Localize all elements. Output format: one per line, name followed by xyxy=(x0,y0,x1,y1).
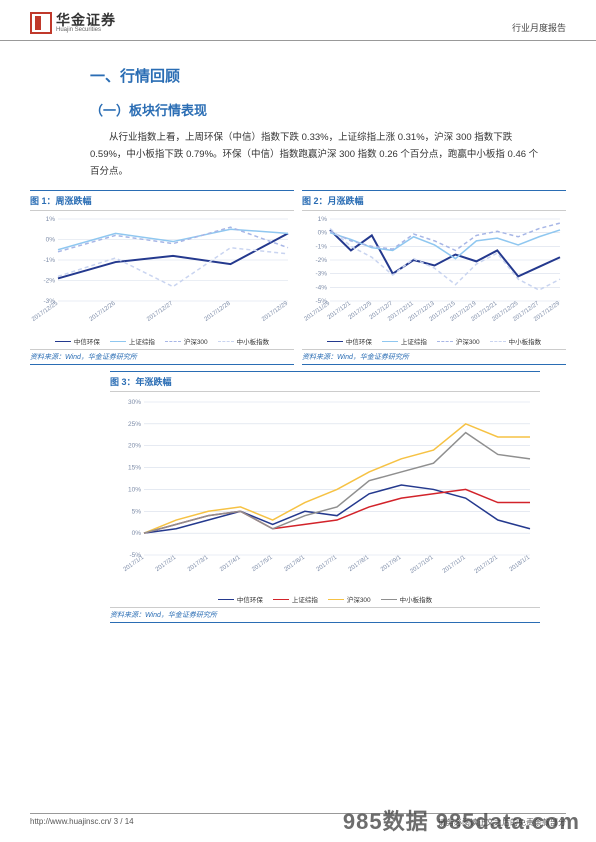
svg-text:0%: 0% xyxy=(132,530,142,537)
logo: 华金证券 Huajin Securities xyxy=(30,12,116,34)
svg-text:2017/11/1: 2017/11/1 xyxy=(442,555,467,575)
legend-item: 中小板指数 xyxy=(218,336,270,346)
legend-item: 中信环保 xyxy=(55,336,100,346)
svg-text:2017/12/1: 2017/12/1 xyxy=(474,555,500,576)
svg-text:2017/10/1: 2017/10/1 xyxy=(409,555,435,576)
legend-item: 中信环保 xyxy=(218,594,263,604)
logo-text-cn: 华金证券 xyxy=(56,13,116,27)
legend-item: 沪深300 xyxy=(437,336,480,346)
legend-item: 上证综指 xyxy=(110,336,155,346)
svg-text:0%: 0% xyxy=(46,237,56,244)
chart1-source: 资料来源：Wind，华金证券研究所 xyxy=(30,349,294,365)
chart2-svg: -5%-4%-3%-2%-1%0%1%2017/11/292017/12/120… xyxy=(302,213,566,331)
section-heading-1: 一、行情回顾 xyxy=(90,65,566,86)
svg-text:30%: 30% xyxy=(128,399,141,406)
chart2-source: 资料来源：Wind，华金证券研究所 xyxy=(302,349,566,365)
legend-item: 中小板指数 xyxy=(381,594,433,604)
chart2-title: 图 2：月涨跌幅 xyxy=(302,190,566,211)
chart2-legend: 中信环保上证综指沪深300 中小板指数 xyxy=(302,333,566,349)
svg-text:1%: 1% xyxy=(46,216,56,223)
svg-text:2017/5/1: 2017/5/1 xyxy=(251,555,274,574)
svg-text:2017/6/1: 2017/6/1 xyxy=(283,555,306,574)
svg-text:-2%: -2% xyxy=(315,257,327,264)
svg-text:2018/1/1: 2018/1/1 xyxy=(509,555,532,574)
legend-item: 沪深300 xyxy=(328,594,371,604)
watermark: 985数据 985data.com xyxy=(343,804,580,836)
svg-text:0%: 0% xyxy=(318,230,328,237)
svg-text:-1%: -1% xyxy=(315,244,327,251)
svg-text:2017/7/1: 2017/7/1 xyxy=(316,555,339,574)
body-paragraph: 从行业指数上看，上周环保（中信）指数下跌 0.33%，上证综指上涨 0.31%，… xyxy=(90,129,546,180)
svg-text:-3%: -3% xyxy=(315,271,327,278)
legend-item: 沪深300 xyxy=(165,336,208,346)
logo-icon xyxy=(30,12,52,34)
svg-text:2017/3/1: 2017/3/1 xyxy=(187,555,210,574)
header-report-type: 行业月度报告 xyxy=(512,21,566,34)
legend-item: 上证综指 xyxy=(273,594,318,604)
chart3-source: 资料来源：Wind，华金证券研究所 xyxy=(110,607,540,623)
svg-text:2017/8/1: 2017/8/1 xyxy=(348,555,371,574)
svg-text:-2%: -2% xyxy=(43,278,55,285)
chart1-legend: 中信环保上证综指沪深300 中小板指数 xyxy=(30,333,294,349)
chart1-svg: -3%-2%-1%0%1%2017/12/252017/12/262017/12… xyxy=(30,213,294,331)
svg-text:5%: 5% xyxy=(132,509,142,516)
svg-text:2017/12/26: 2017/12/26 xyxy=(89,301,118,324)
footer-url: http://www.huajinsc.cn/ 3 / 14 xyxy=(30,817,134,828)
chart3-svg: -5%0%5%10%15%20%25%30%2017/1/12017/2/120… xyxy=(110,394,540,589)
svg-text:2017/4/1: 2017/4/1 xyxy=(219,555,242,574)
svg-text:2017/2/1: 2017/2/1 xyxy=(155,555,178,574)
legend-item: 中小板指数 xyxy=(490,336,542,346)
svg-text:2017/12/28: 2017/12/28 xyxy=(204,301,233,324)
chart3-legend: 中信环保上证综指沪深300 中小板指数 xyxy=(110,591,540,607)
svg-text:2017/9/1: 2017/9/1 xyxy=(380,555,403,574)
svg-text:15%: 15% xyxy=(128,465,141,472)
svg-text:1%: 1% xyxy=(318,216,328,223)
legend-item: 中信环保 xyxy=(327,336,372,346)
svg-text:20%: 20% xyxy=(128,443,141,450)
svg-text:-4%: -4% xyxy=(315,285,327,292)
logo-text-en: Huajin Securities xyxy=(56,27,116,33)
page-header: 华金证券 Huajin Securities 行业月度报告 xyxy=(0,0,596,41)
svg-text:2017/12/27: 2017/12/27 xyxy=(146,301,175,324)
chart3-title: 图 3：年涨跌幅 xyxy=(110,371,540,392)
chart3-container: 图 3：年涨跌幅 -5%0%5%10%15%20%25%30%2017/1/12… xyxy=(110,371,540,623)
svg-text:10%: 10% xyxy=(128,487,141,494)
section-heading-2: （一）板块行情表现 xyxy=(90,100,566,119)
svg-text:-1%: -1% xyxy=(43,257,55,264)
chart1-title: 图 1：周涨跌幅 xyxy=(30,190,294,211)
svg-text:25%: 25% xyxy=(128,421,141,428)
chart2-container: 图 2：月涨跌幅 -5%-4%-3%-2%-1%0%1%2017/11/2920… xyxy=(302,190,566,365)
legend-item: 上证综指 xyxy=(382,336,427,346)
svg-text:2017/12/29: 2017/12/29 xyxy=(261,301,290,324)
chart1-container: 图 1：周涨跌幅 -3%-2%-1%0%1%2017/12/252017/12/… xyxy=(30,190,294,365)
